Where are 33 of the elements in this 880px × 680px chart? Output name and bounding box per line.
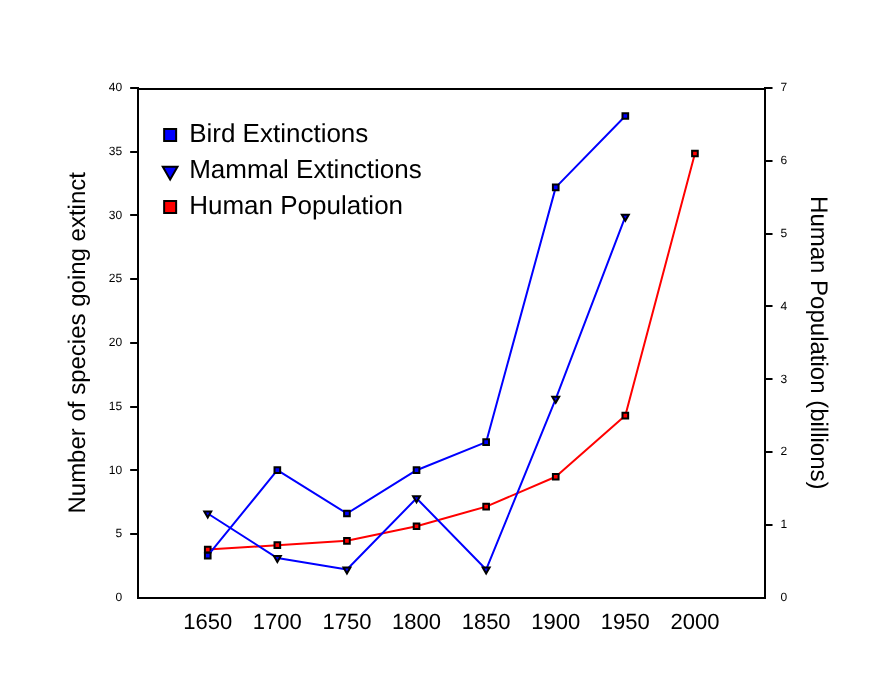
point: [342, 566, 352, 575]
legend-label: Bird Extinctions: [189, 118, 370, 149]
x-tick-label: 1850: [461, 610, 511, 635]
point: [412, 466, 421, 475]
point: [551, 183, 560, 192]
legend-label: Human Population: [189, 190, 404, 221]
y-axis-title: Number of species going extinct: [63, 170, 92, 514]
point: [343, 509, 351, 518]
point: [482, 502, 490, 511]
point: [691, 149, 699, 158]
x-tick-label: 1700: [252, 610, 302, 635]
point: [551, 472, 560, 481]
x-tick-label: 1950: [600, 610, 650, 635]
point: [273, 541, 282, 550]
point: [551, 395, 561, 404]
point: [412, 522, 421, 531]
point: [481, 566, 491, 575]
x-tick-label: 2000: [670, 610, 720, 635]
point: [273, 466, 282, 475]
point: [203, 510, 213, 519]
point: [272, 555, 282, 564]
point: [482, 438, 490, 446]
x-tick-label: 1750: [322, 610, 372, 635]
point: [343, 536, 351, 545]
y2-axis-title: Human Population (billions): [804, 196, 833, 490]
x-tick-label: 1650: [183, 610, 233, 635]
point: [203, 551, 212, 560]
point: [621, 112, 630, 120]
x-tick-label: 1900: [531, 610, 581, 635]
point: [620, 213, 630, 222]
legend-label: Mammal Extinctions: [189, 154, 423, 185]
x-tick-label: 1800: [392, 610, 442, 635]
point: [412, 495, 421, 504]
